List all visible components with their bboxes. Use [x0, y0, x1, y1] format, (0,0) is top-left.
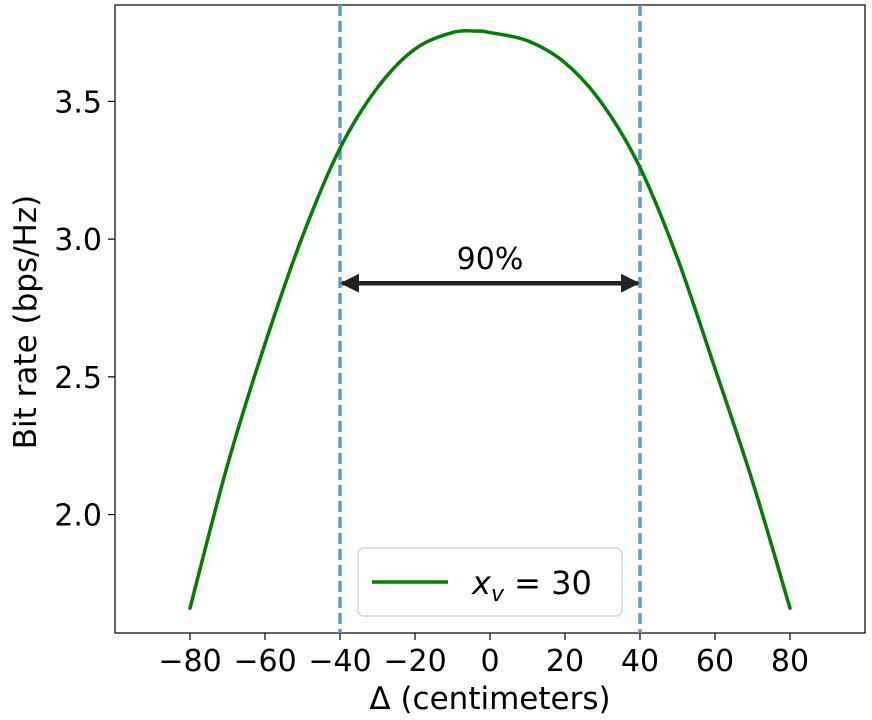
y-axis-label: Bit rate (bps/Hz) — [8, 195, 44, 449]
plot-area — [114, 4, 866, 634]
x-tick-label: 0 — [480, 644, 499, 679]
x-tick-label: 60 — [696, 644, 734, 679]
legend-label-subscript: v — [491, 582, 505, 607]
x-tick-label: −60 — [233, 644, 296, 679]
series-layer — [188, 28, 792, 610]
y-axis-ticks: 2.0 2.5 3.0 3.5 — [54, 85, 115, 534]
y-tick-label: 3.5 — [54, 85, 102, 120]
x-tick-label: 40 — [621, 644, 659, 679]
reference-lines — [338, 5, 642, 633]
series-line — [188, 28, 792, 610]
x-tick-label: −40 — [308, 644, 371, 679]
legend-box — [357, 547, 623, 617]
x-tick-label: −20 — [383, 644, 446, 679]
legend-label-variable: x — [471, 564, 492, 602]
x-tick-label: −80 — [158, 644, 221, 679]
legend: xv = 30 — [357, 547, 623, 617]
y-tick-label: 2.5 — [54, 361, 102, 396]
y-tick-label: 2.0 — [54, 499, 102, 534]
legend-label: xv = 30 — [471, 564, 592, 607]
x-axis-ticks: −80 −60 −40 −20 0 20 40 60 80 — [158, 633, 809, 679]
x-axis-label: Δ (centimeters) — [369, 681, 610, 717]
x-tick-label: 20 — [546, 644, 584, 679]
range-annotation-label: 90% — [457, 242, 524, 277]
x-tick-label: 80 — [771, 644, 809, 679]
legend-label-value: = 30 — [504, 564, 592, 602]
y-tick-label: 3.0 — [54, 223, 102, 258]
annotation-layer: 90% — [340, 242, 640, 293]
